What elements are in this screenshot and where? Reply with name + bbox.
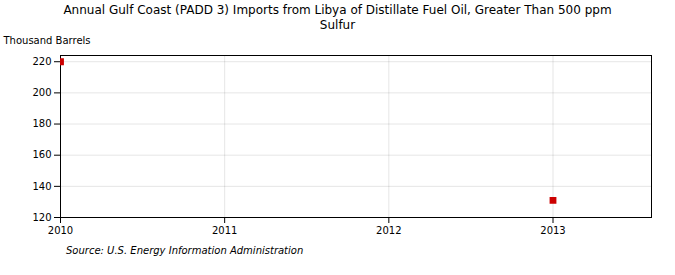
svg-text:2013: 2013 bbox=[540, 225, 565, 236]
html-text:Source: U.S. Energy Informatio: Source: U.S. Energy Information Administ… bbox=[66, 245, 304, 256]
html-text:Annual Gulf Coast (PADD 3) Imp: Annual Gulf Coast (PADD 3) Imports from … bbox=[63, 3, 612, 32]
svg-text:140: 140 bbox=[32, 181, 51, 192]
svg-text:2012: 2012 bbox=[376, 225, 401, 236]
svg-text:220: 220 bbox=[32, 56, 51, 67]
svg-text:120: 120 bbox=[32, 212, 51, 223]
svg-text:Thousand Barrels: Thousand Barrels bbox=[3, 35, 91, 46]
svg-text:180: 180 bbox=[32, 118, 51, 129]
svg-text:2010: 2010 bbox=[48, 225, 73, 236]
svg-text:160: 160 bbox=[32, 149, 51, 160]
svg-text:2011: 2011 bbox=[212, 225, 237, 236]
svg-text:200: 200 bbox=[32, 87, 51, 98]
